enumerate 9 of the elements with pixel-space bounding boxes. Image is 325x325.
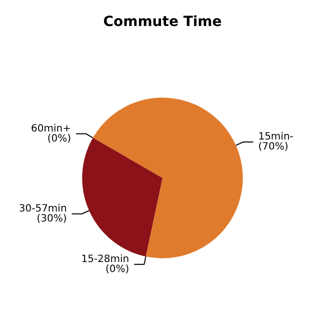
legend-label: 15-28min [81, 254, 130, 265]
slice-label: 30-57min [18, 203, 67, 214]
legend-label: 60min+ [31, 123, 71, 134]
text: (0%) [47, 133, 71, 144]
chart-title: Commute Time [103, 14, 222, 30]
data-label: (70%) [258, 142, 288, 153]
data-label: (30%) [36, 213, 67, 224]
text: (0%) [105, 264, 130, 275]
slice-label: 15min- [258, 132, 294, 143]
